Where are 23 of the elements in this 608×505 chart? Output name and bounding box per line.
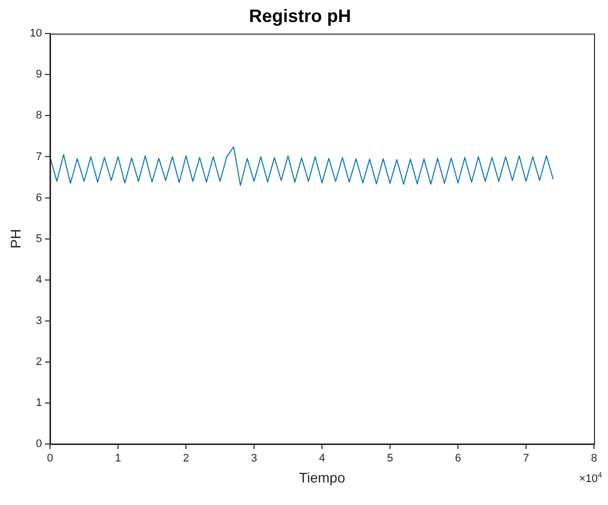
x-tick-label: 3	[250, 452, 258, 465]
y-tick-label: 0	[36, 438, 42, 450]
x-axis-title: Tiempo	[298, 469, 346, 486]
y-tick-label: 9	[36, 68, 42, 81]
x-tick-label: 7	[522, 452, 530, 465]
x-tick-label: 1	[114, 452, 122, 465]
x-tick-label: 8	[590, 452, 598, 465]
chart-title: Registro pH	[248, 6, 352, 26]
y-tick-label: 7	[36, 150, 42, 163]
y-tick-label: 1	[36, 396, 42, 409]
y-tick-label: 6	[36, 192, 42, 204]
y-axis-title: PH	[7, 229, 24, 249]
y-tick-label: 2	[36, 356, 42, 368]
x-tick-label: 6	[454, 452, 462, 465]
y-tick-label: 5	[36, 232, 42, 245]
y-tick-label: 10	[30, 28, 42, 40]
x-tick-label: 4	[318, 452, 326, 465]
y-tick-label: 8	[36, 110, 42, 122]
y-tick-label: 4	[36, 274, 42, 286]
x-tick-label: 5	[386, 452, 394, 465]
y-tick-label: 3	[36, 314, 42, 327]
x-tick-label: 2	[182, 452, 190, 465]
x-tick-label: 0	[46, 452, 54, 465]
